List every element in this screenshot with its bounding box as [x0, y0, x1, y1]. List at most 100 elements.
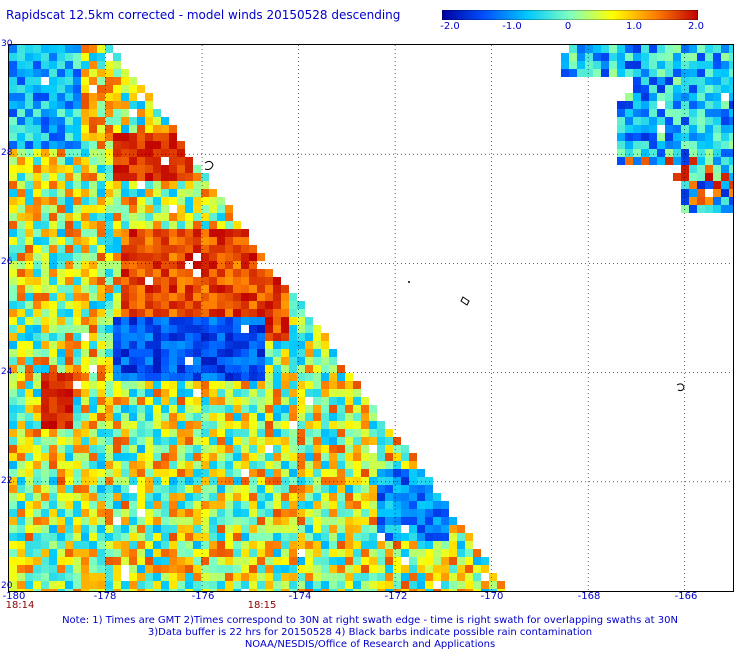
swath-cell: [17, 109, 25, 117]
swath-cell: [81, 77, 89, 85]
swath-cell: [585, 69, 593, 77]
swath-cell: [281, 389, 289, 397]
swath-cell: [209, 573, 217, 581]
swath-cell: [313, 469, 321, 477]
swath-cell: [41, 269, 49, 277]
swath-cell: [65, 517, 73, 525]
swath-cell: [17, 389, 25, 397]
swath-cell: [273, 381, 281, 389]
swath-cell: [193, 301, 201, 309]
swath-cell: [321, 501, 329, 509]
swath-cell: [73, 541, 81, 549]
swath-cell: [97, 421, 105, 429]
swath-cell: [9, 317, 17, 325]
swath-cell: [617, 61, 625, 69]
swath-cell: [145, 485, 153, 493]
swath-cell: [425, 557, 433, 565]
swath-cell: [393, 541, 401, 549]
swath-cell: [57, 581, 65, 589]
swath-cell: [353, 549, 361, 557]
swath-cell: [169, 269, 177, 277]
swath-cell: [49, 317, 57, 325]
swath-cell: [137, 485, 145, 493]
swath-cell: [169, 221, 177, 229]
swath-cell: [329, 389, 337, 397]
swath-cell: [209, 245, 217, 253]
swath-cell: [169, 149, 177, 157]
swath-cell: [153, 525, 161, 533]
swath-cell: [201, 541, 209, 549]
swath-cell: [25, 221, 33, 229]
footer-note-line2: 3)Data buffer is 22 hrs for 20150528 4) …: [147, 627, 593, 638]
swath-cell: [361, 589, 369, 591]
swath-cell: [705, 77, 713, 85]
swath-cell: [41, 141, 49, 149]
swath-cell: [89, 413, 97, 421]
swath-cell: [177, 413, 185, 421]
swath-cell: [673, 77, 681, 85]
swath-cell: [209, 421, 217, 429]
swath-cell: [257, 309, 265, 317]
swath-cell: [289, 365, 297, 373]
swath-cell: [121, 493, 129, 501]
swath-cell: [169, 165, 177, 173]
swath-cell: [209, 381, 217, 389]
swath-cell: [209, 189, 217, 197]
swath-cell: [689, 61, 697, 69]
swath-cell: [649, 85, 657, 93]
swath-cell: [121, 85, 129, 93]
swath-cell: [49, 405, 57, 413]
swath-cell: [49, 365, 57, 373]
swath-cell: [673, 125, 681, 133]
swath-cell: [369, 533, 377, 541]
swath-cell: [265, 525, 273, 533]
swath-cell: [225, 397, 233, 405]
swath-cell: [89, 93, 97, 101]
swath-cell: [649, 93, 657, 101]
swath-cell: [121, 149, 129, 157]
swath-cell: [97, 269, 105, 277]
swath-cell: [233, 445, 241, 453]
swath-cell: [33, 437, 41, 445]
swath-cell: [145, 493, 153, 501]
swath-cell: [57, 501, 65, 509]
swath-cell: [9, 461, 17, 469]
swath-cell: [241, 317, 249, 325]
swath-cell: [161, 141, 169, 149]
swath-cell: [353, 397, 361, 405]
swath-cell: [97, 325, 105, 333]
swath-cell: [193, 277, 201, 285]
swath-cell: [281, 581, 289, 589]
swath-cell: [177, 565, 185, 573]
swath-cell: [233, 469, 241, 477]
swath-cell: [49, 373, 57, 381]
swath-cell: [345, 557, 353, 565]
swath-cell: [81, 133, 89, 141]
swath-cell: [73, 157, 81, 165]
swath-cell: [321, 541, 329, 549]
swath-cell: [193, 525, 201, 533]
swath-cell: [265, 421, 273, 429]
swath-cell: [721, 109, 729, 117]
swath-cell: [105, 109, 113, 117]
swath-cell: [441, 517, 449, 525]
swath-cell: [273, 525, 281, 533]
swath-cell: [329, 405, 337, 413]
swath-cell: [361, 501, 369, 509]
swath-cell: [17, 453, 25, 461]
swath-cell: [161, 181, 169, 189]
swath-cell: [177, 381, 185, 389]
swath-cell: [97, 173, 105, 181]
swath-cell: [217, 445, 225, 453]
swath-cell: [17, 485, 25, 493]
lon-label: -176: [191, 591, 215, 602]
swath-cell: [697, 165, 705, 173]
swath-cell: [241, 541, 249, 549]
swath-cell: [241, 445, 249, 453]
swath-cell: [361, 477, 369, 485]
swath-cell: [121, 405, 129, 413]
swath-cell: [65, 117, 73, 125]
swath-cell: [17, 501, 25, 509]
swath-cell: [161, 485, 169, 493]
swath-cell: [321, 581, 329, 589]
